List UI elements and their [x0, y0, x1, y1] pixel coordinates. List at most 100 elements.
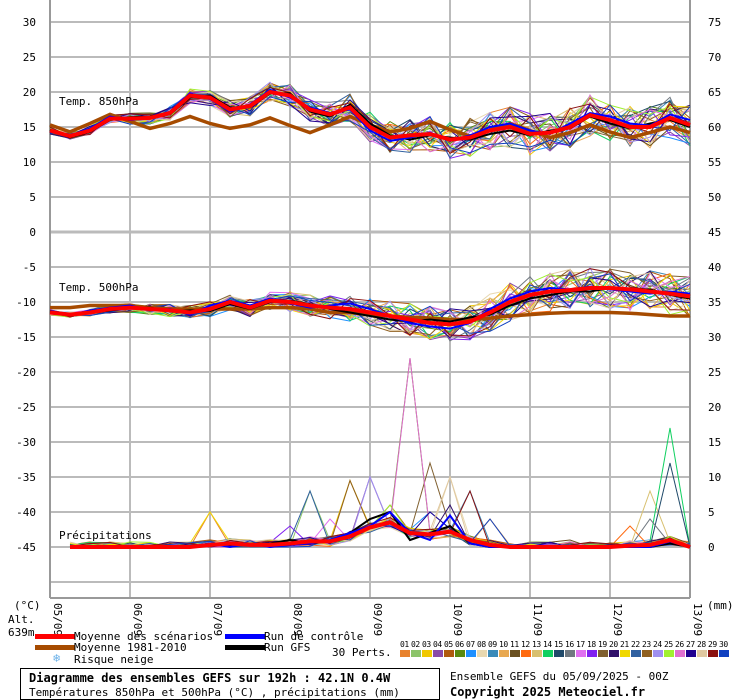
member-line-25 [49, 273, 691, 328]
chart-title: Diagramme des ensembles GEFS sur 192h : … [29, 671, 391, 685]
right-tick-label: 25 [708, 366, 721, 379]
member-number: 18 [587, 640, 596, 649]
member-color-swatch [466, 650, 476, 657]
member-number: 22 [631, 640, 640, 649]
x-tick-label: 10/09 [451, 603, 464, 636]
perts-label: 30 Perts. [332, 646, 392, 659]
member-number: 21 [620, 640, 629, 649]
x-tick-label: 06/09 [131, 603, 144, 636]
legend-climatology: Moyenne 1981-2010 [74, 641, 187, 654]
member-line-23 [69, 479, 691, 548]
member-color-swatch [620, 650, 630, 657]
left-tick-label: -30 [16, 436, 36, 449]
member-color-swatch [488, 650, 498, 657]
member-number: 12 [521, 640, 530, 649]
x-tick-label: 08/09 [291, 603, 304, 636]
right-tick-label: 0 [708, 541, 715, 554]
member-number: 07 [466, 640, 475, 649]
left-tick-label: -20 [16, 366, 36, 379]
altitude-label: Alt. 639m [8, 613, 35, 639]
left-tick-label: -10 [16, 296, 36, 309]
left-tick-label: 15 [23, 121, 36, 134]
left-tick-label: -35 [16, 471, 36, 484]
member-number: 09 [488, 640, 497, 649]
member-number: 08 [477, 640, 486, 649]
member-number: 10 [499, 640, 508, 649]
legend-swatch-gfs [225, 645, 265, 650]
left-tick-label: -25 [16, 401, 36, 414]
member-number: 17 [576, 640, 585, 649]
copyright: Copyright 2025 Meteociel.fr [450, 685, 646, 699]
legend-swatch-mean [35, 634, 75, 639]
run-info: Ensemble GEFS du 05/09/2025 - 00Z [450, 670, 669, 683]
snowflake-icon: ❄ [53, 651, 61, 665]
member-color-swatch [675, 650, 685, 657]
mean-line [49, 89, 691, 142]
member-number: 19 [598, 640, 607, 649]
member-color-swatch [708, 650, 718, 657]
member-number: 20 [609, 640, 618, 649]
member-color-swatch [400, 650, 410, 657]
member-number: 04 [433, 640, 442, 649]
right-tick-label: 65 [708, 86, 721, 99]
member-color-swatch [433, 650, 443, 657]
member-colors [400, 650, 730, 657]
right-tick-label: 70 [708, 51, 721, 64]
member-number: 14 [543, 640, 552, 649]
right-tick-label: 50 [708, 191, 721, 204]
member-number: 26 [675, 640, 684, 649]
legend-swatch-climatology [35, 645, 75, 650]
member-color-swatch [521, 650, 531, 657]
member-color-swatch [565, 650, 575, 657]
member-color-swatch [532, 650, 542, 657]
panel-label: Temp. 850hPa [59, 95, 138, 108]
member-color-swatch [719, 650, 729, 657]
panel-label: Temp. 500hPa [59, 281, 138, 294]
left-tick-label: 20 [23, 86, 36, 99]
member-color-swatch [422, 650, 432, 657]
member-number: 30 [719, 640, 728, 649]
member-number: 29 [708, 640, 717, 649]
member-color-swatch [499, 650, 509, 657]
right-tick-label: 30 [708, 331, 721, 344]
legend-mean: Moyenne des scénarios [74, 630, 214, 643]
member-line-15 [69, 462, 691, 548]
title-box: Diagramme des ensembles GEFS sur 192h : … [20, 668, 440, 700]
left-unit: (°C) [14, 599, 41, 612]
right-unit: (mm) [707, 599, 734, 612]
member-color-swatch [697, 650, 707, 657]
member-color-swatch [609, 650, 619, 657]
member-color-swatch [664, 650, 674, 657]
x-tick-label: 05/09 [51, 603, 64, 636]
member-color-swatch [642, 650, 652, 657]
right-tick-label: 5 [708, 506, 715, 519]
left-tick-label: 0 [29, 226, 36, 239]
member-numbers: 01 02 03 04 05 06 07 08 09 10 11 12 13 14 15 16 17 18 19 20… [400, 640, 730, 649]
right-tick-label: 60 [708, 121, 721, 134]
legend-snow: Risque neige [74, 653, 154, 666]
right-tick-label: 20 [708, 401, 721, 414]
legend-control: Run de contrôle [264, 630, 364, 643]
member-number: 05 [444, 640, 453, 649]
member-color-swatch [444, 650, 454, 657]
right-tick-label: 15 [708, 436, 721, 449]
member-line-03 [70, 479, 691, 548]
left-tick-label: 30 [23, 16, 36, 29]
member-color-swatch [598, 650, 608, 657]
member-color-swatch [631, 650, 641, 657]
member-number: 11 [510, 640, 519, 649]
left-tick-label: 25 [23, 51, 36, 64]
member-color-swatch [554, 650, 564, 657]
right-tick-label: 40 [708, 261, 721, 274]
member-number: 23 [642, 640, 651, 649]
chart-subtitle: Températures 850hPa et 500hPa (°C) , pré… [29, 686, 400, 699]
left-tick-label: -5 [23, 261, 36, 274]
member-color-swatch [477, 650, 487, 657]
member-number: 01 [400, 640, 409, 649]
member-number: 25 [664, 640, 673, 649]
x-tick-label: 13/09 [691, 603, 704, 636]
mean-line [70, 520, 691, 549]
legend-swatch-control [225, 634, 265, 639]
member-color-swatch [576, 650, 586, 657]
